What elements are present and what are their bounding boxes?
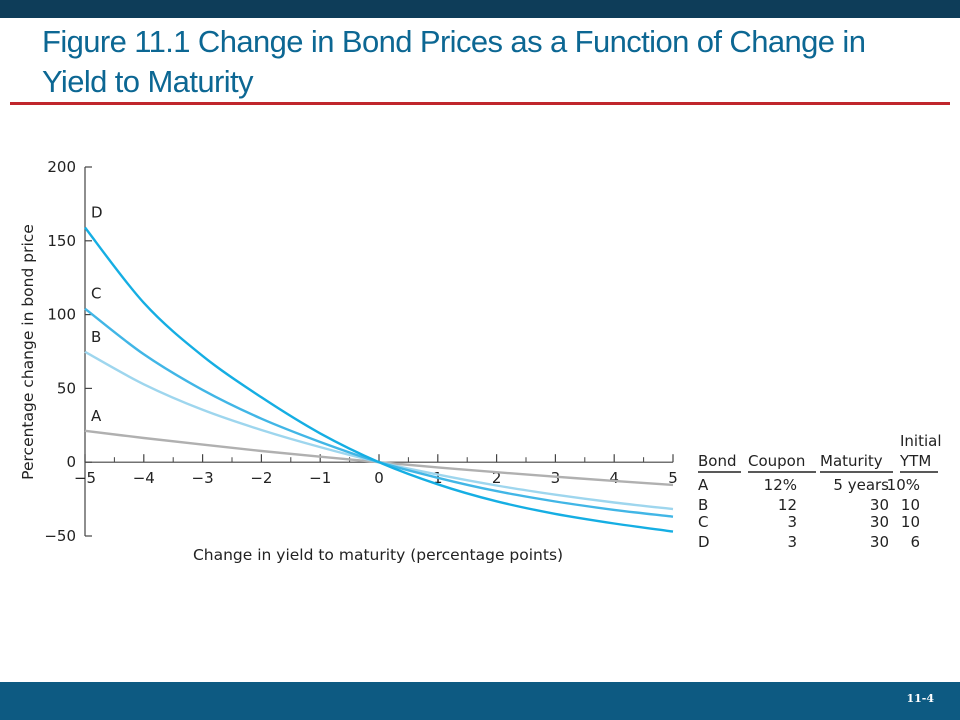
table-cell: 5 years [833,476,889,494]
table-header-bond: Bond [698,452,737,470]
x-tick-label: 5 [668,469,678,487]
table-cell: 12% [764,476,797,494]
table-cell: 12 [778,496,797,514]
x-tick-label: 0 [374,469,384,487]
y-tick-label: −50 [44,527,76,545]
top-bar [0,0,960,18]
table-cell: 10 [901,513,920,531]
x-tick-label: −5 [74,469,96,487]
table-header-maturity: Maturity [820,452,883,470]
table-cell: 10% [887,476,920,494]
table-header-coupon: Coupon [748,452,805,470]
series-label-b: B [91,328,101,346]
series-label-a: A [91,407,102,425]
table-header-initial: Initial [900,432,942,450]
y-tick-label: 50 [57,379,76,397]
series-label-c: C [91,285,101,303]
table-cell: 6 [910,533,920,551]
table-cell: 3 [787,533,797,551]
table-header-ytm: YTM [899,452,931,470]
table-cell: 3 [787,513,797,531]
slide-title: Figure 11.1 Change in Bond Prices as a F… [42,24,866,99]
table-cell: 30 [870,533,889,551]
y-axis-label: Percentage change in bond price [19,224,37,480]
x-axis-label: Change in yield to maturity (percentage … [193,546,563,564]
title-rule [10,102,950,105]
x-tick-label: −1 [309,469,331,487]
x-tick-label: −2 [250,469,272,487]
y-tick-label: 150 [47,232,76,250]
series-line-d [84,226,674,533]
table-cell: 30 [870,496,889,514]
series-label-d: D [91,204,103,222]
y-tick-label: 0 [66,453,76,471]
x-tick-label: 2 [492,469,502,487]
y-tick-label: 100 [47,306,76,324]
table-cell: A [698,476,709,494]
table-cell: D [698,533,710,551]
page-number: 11-4 [906,692,934,705]
bottom-bar [0,682,960,720]
x-tick-label: 3 [551,469,561,487]
table-cell: B [698,496,708,514]
table-cell: 10 [901,496,920,514]
x-tick-label: 4 [609,469,619,487]
x-tick-label: −4 [133,469,155,487]
y-tick-label: 200 [47,158,76,176]
table-cell: 30 [870,513,889,531]
table-cell: C [698,513,708,531]
x-tick-label: −3 [192,469,214,487]
